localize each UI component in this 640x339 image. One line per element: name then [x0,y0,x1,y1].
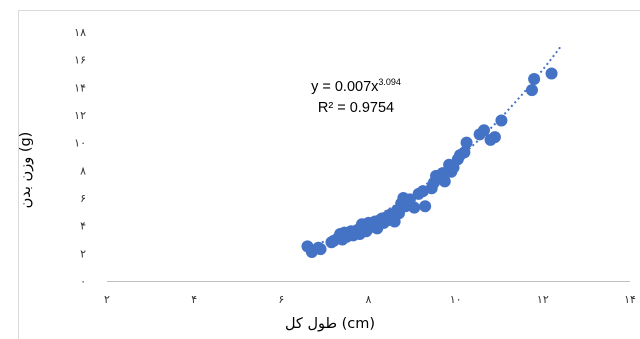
x-tick-label: ۴ [191,293,197,306]
equation-exponent: 3.094 [378,77,401,87]
y-axis-label: وزن بدن (g) [18,131,34,209]
data-point [545,67,558,80]
y-tick-label: ۶ [80,192,86,205]
data-point [528,73,541,86]
y-tick-label: ۱۲ [74,109,86,122]
r-squared-text: R² = 0.9754 [317,100,395,116]
y-tick-label: ۱۰ [74,137,86,150]
data-point [458,146,471,159]
x-tick-label: ۱۲ [537,293,549,306]
equation-text: y = 0.007x3.094 [286,72,426,98]
data-point [408,201,421,214]
y-tick-label: ۲ [80,247,86,260]
y-tick-label: ۱۸ [74,26,86,39]
y-tick-label: ۱۴ [74,81,86,94]
x-tick-label: ۸ [366,293,372,306]
data-point [495,114,508,127]
data-point [477,124,490,137]
x-tick-label: ۱۰ [450,293,462,306]
data-point [438,175,451,188]
x-tick-label: ۶ [278,293,284,306]
equation-prefix: y = 0.007x [311,79,379,95]
data-point [525,84,538,97]
x-axis-label: طول کل (cm) [284,316,376,332]
data-point [314,243,327,256]
y-tick-label: ۰ [80,275,86,288]
x-tick-label: ۱۴ [624,293,636,306]
chart-border-top [18,10,640,11]
y-tick-label: ۱۶ [74,54,86,67]
chart-border-left [18,10,19,339]
data-point [419,200,432,213]
trendline-equation: y = 0.007x3.094 R² = 0.9754 [286,72,426,119]
x-tick-label: ۲ [104,293,110,306]
y-tick-label: ۸ [80,164,86,177]
data-point [488,131,501,144]
y-tick-label: ۴ [80,220,86,233]
data-point [460,136,473,149]
